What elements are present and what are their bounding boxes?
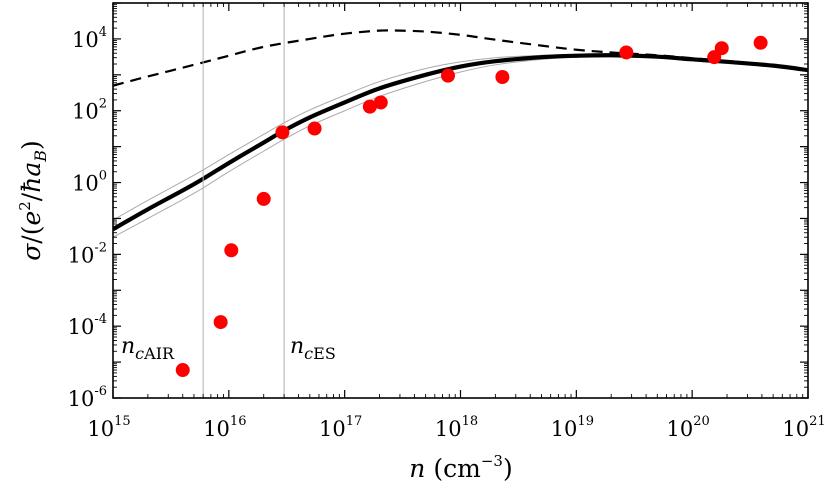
x-tick-label: 1016 [203,414,246,441]
x-tick-label-base: 10 [435,417,462,441]
reference-line-label: ncAIR [121,334,175,363]
x-tick-label-base: 10 [319,417,346,441]
data-point [256,191,271,206]
x-tick-label: 1017 [319,414,362,441]
x-tick-label-exp: 21 [809,414,826,429]
reference-lines-layer [202,3,285,398]
y-tick-label-exp: -4 [94,312,107,327]
y-tick-label-base: 10 [68,387,95,411]
x-tick-label-exp: 15 [114,414,131,429]
data-point [441,68,456,83]
x-tick-label-exp: 19 [577,414,594,429]
data-point [362,99,377,114]
data-point [373,95,388,110]
y-tick-label-exp: 4 [99,25,107,40]
y-tick-label: 10-6 [68,384,107,411]
reference-line-label-main: n [121,334,135,359]
curves-layer [113,29,808,238]
y-tick-label-base: 10 [72,100,99,124]
x-tick-label: 1018 [435,414,478,441]
thick-solid-curve [113,53,808,232]
data-points-layer [175,35,768,378]
reference-line-label: ncES [290,334,336,363]
data-point [275,125,290,140]
y-tick-label-base: 10 [68,315,95,339]
x-axis-label: n (cm−3) [409,452,512,483]
x-tick-label-exp: 20 [693,414,710,429]
x-tick-label-exp: 16 [230,414,247,429]
data-point [619,45,634,60]
data-point [495,69,510,84]
y-tick-label-exp: -2 [94,240,107,255]
y-tick-label: 104 [72,25,107,52]
data-point [307,121,322,136]
y-tick-label: 10-4 [68,312,107,339]
data-point [213,315,228,330]
reference-line-label-sub: cES [304,344,336,363]
x-tick-label: 1019 [551,414,594,441]
x-tick-label: 1020 [667,414,710,441]
data-point [224,243,239,258]
reference-line-label-sub: cAIR [135,344,175,363]
y-tick-label: 100 [72,169,107,196]
axes-layer [112,2,809,399]
y-tick-label-base: 10 [72,28,99,52]
x-tick-label: 1015 [87,414,130,441]
x-tick-label-base: 10 [782,417,809,441]
y-tick-label-exp: 2 [99,97,107,112]
dashed-curve [113,29,808,87]
y-tick-label-exp: 0 [99,169,107,184]
thin-band-curve [113,55,808,238]
x-tick-label-base: 10 [203,417,230,441]
x-tick-label-exp: 18 [462,414,479,429]
y-tick-label-base: 10 [72,172,99,196]
y-axis-label: σ/(e2/ħaB) [16,140,50,261]
data-point [714,41,729,56]
x-tick-label-exp: 17 [346,414,363,429]
y-tick-label: 102 [72,97,107,124]
x-tick-label-base: 10 [667,417,694,441]
x-tick-label-base: 10 [551,417,578,441]
x-tick-label: 1021 [782,414,825,441]
reference-line-label-main: n [290,334,304,359]
y-tick-label-base: 10 [68,243,95,267]
y-tick-label-exp: -6 [94,384,107,399]
data-point [753,35,768,50]
data-point [175,363,190,378]
y-tick-label: 10-2 [68,240,107,267]
x-tick-label-base: 10 [87,417,114,441]
thin-band-curve [113,53,808,221]
